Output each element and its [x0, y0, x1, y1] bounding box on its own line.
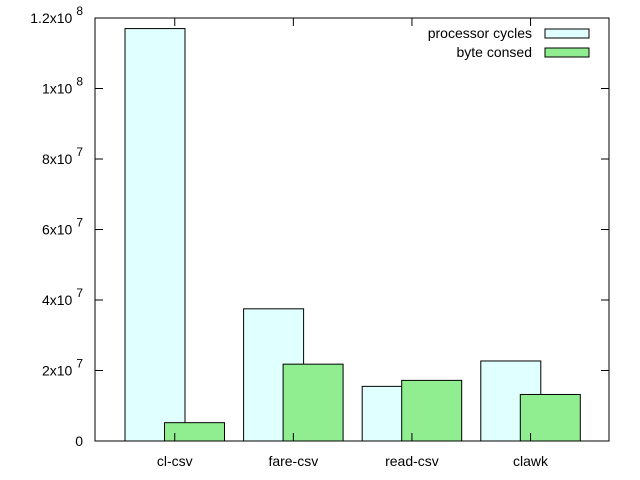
- x-tick-label: cl-csv: [157, 453, 193, 469]
- y-tick-mantissa: 8x10: [42, 151, 73, 167]
- y-tick-exponent: 8: [76, 4, 83, 18]
- legend-label: byte consed: [457, 44, 533, 60]
- y-tick-exponent: 7: [76, 145, 83, 159]
- legend: processor cycles byte consed: [428, 25, 590, 60]
- x-ticks-group: cl-csv fare-csv read-csv clawk: [157, 18, 549, 469]
- bars-group: [124, 28, 581, 442]
- y-tick-exponent: 8: [76, 75, 83, 89]
- y-tick-exponent: 7: [76, 286, 83, 300]
- x-tick-label: read-csv: [385, 453, 439, 469]
- y-tick-mantissa: 1x10: [42, 81, 73, 97]
- bar-cl-csv-0: [124, 28, 186, 442]
- legend-swatch: [544, 28, 590, 39]
- y-tick-mantissa: 2x10: [42, 363, 73, 379]
- y-tick-label: 1x10 8: [42, 75, 83, 97]
- bar-fare-csv-1: [282, 363, 344, 442]
- y-tick-label: 6x10 7: [42, 216, 83, 238]
- y-tick-exponent: 7: [76, 216, 83, 230]
- legend-swatch: [544, 47, 590, 58]
- y-tick-label: 0: [75, 433, 83, 449]
- x-tick-label: clawk: [513, 453, 549, 469]
- bar-read-csv-1: [401, 379, 463, 442]
- y-tick-mantissa: 0: [75, 433, 83, 449]
- y-tick-mantissa: 4x10: [42, 292, 73, 308]
- y-tick-exponent: 7: [76, 357, 83, 371]
- x-tick-label: fare-csv: [268, 453, 318, 469]
- legend-label: processor cycles: [428, 25, 532, 41]
- y-tick-label: 2x10 7: [42, 357, 83, 379]
- y-tick-mantissa: 6x10: [42, 222, 73, 238]
- y-tick-label: 8x10 7: [42, 145, 83, 167]
- bar-cl-csv-1: [164, 422, 225, 442]
- y-tick-label: 1.2x10 8: [30, 4, 83, 26]
- bar-clawk-1: [519, 393, 581, 442]
- y-tick-label: 4x10 7: [42, 286, 83, 308]
- y-tick-mantissa: 1.2x10: [30, 10, 72, 26]
